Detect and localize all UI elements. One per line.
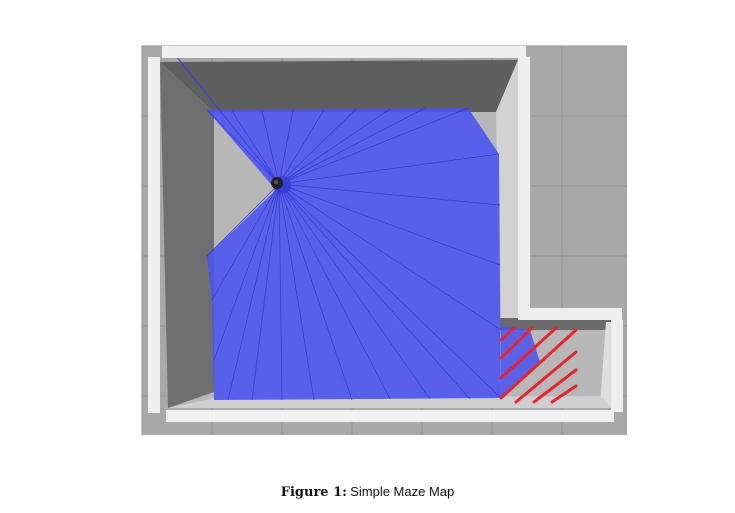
goal-hatch-line [532, 368, 578, 404]
laser-ray [278, 153, 500, 185]
goal-hatch-line [499, 326, 534, 360]
laser-ray [211, 183, 280, 301]
goal-hatch-line [499, 326, 516, 342]
wall-right-lower [611, 320, 623, 412]
laser-ray [206, 109, 280, 185]
laser-rays [206, 107, 502, 401]
laser-ray [206, 183, 280, 257]
wall-face-top [160, 60, 518, 112]
goal-hatch-line [550, 384, 578, 404]
laser-ray [278, 183, 353, 401]
laser-ray-long [167, 45, 280, 185]
laser-ray [278, 183, 391, 400]
wall-top [162, 46, 526, 58]
laser-ray [278, 108, 391, 185]
laser-ray [261, 110, 280, 185]
goal-hatch-line [499, 328, 578, 400]
figure-caption: Figure 1: Simple Maze Map [0, 484, 735, 500]
laser-ray [278, 108, 357, 185]
laser-ray [278, 183, 315, 401]
laser-ray [278, 183, 471, 400]
wall-face-left [160, 62, 214, 408]
goal-hatch-line [514, 350, 578, 404]
laser-ray [278, 107, 469, 185]
laser-scan-area [207, 108, 501, 400]
figure-label: Figure 1: [280, 485, 347, 500]
laser-ray [278, 183, 431, 400]
laser-ray [278, 107, 426, 185]
laser-ray [278, 183, 501, 266]
figure-caption-text: Simple Maze Map [350, 484, 455, 499]
robot-icon [271, 176, 291, 194]
laser-ray [278, 183, 501, 206]
wall-left [148, 57, 160, 413]
wall-notch-top [518, 308, 622, 320]
wall-face-right-lower [600, 322, 612, 408]
goal-hatch-line [499, 326, 558, 380]
wall-bottom [166, 410, 614, 422]
wall-face-notch [500, 318, 612, 330]
laser-ray [278, 183, 502, 399]
laser-ray [278, 109, 325, 185]
laser-ray [213, 183, 280, 361]
laser-ray [278, 109, 294, 185]
laser-ray [251, 183, 280, 401]
laser-ray [278, 183, 283, 401]
laser-ray [231, 110, 280, 185]
wall-right-upper [518, 57, 530, 320]
goal-hatch-icon [499, 326, 578, 404]
laser-ray [278, 183, 502, 331]
laser-ray [227, 183, 280, 401]
